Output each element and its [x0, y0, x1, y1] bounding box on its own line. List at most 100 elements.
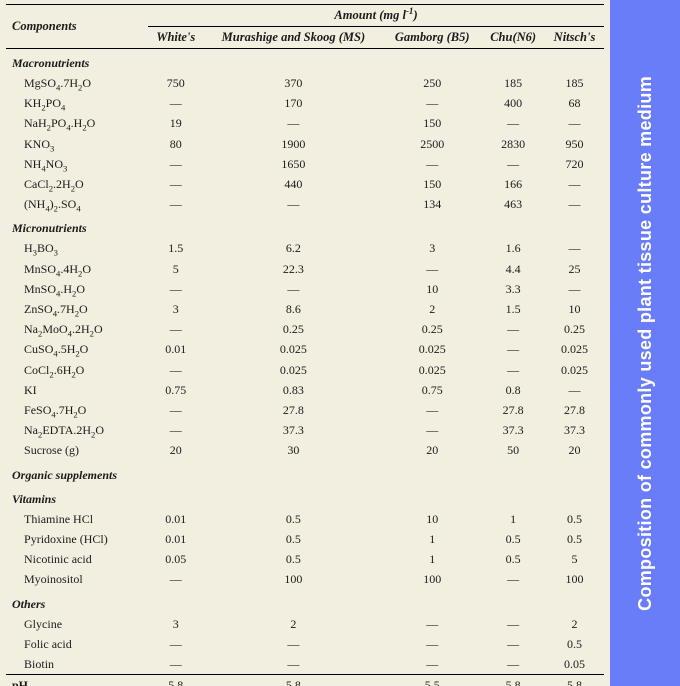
value-cell: —: [481, 360, 545, 380]
value-cell: —: [481, 339, 545, 359]
table-body: MacronutrientsMgSO4.7H2O750370250185185K…: [6, 48, 604, 686]
value-cell: 80: [148, 134, 204, 154]
value-cell: 0.5: [545, 634, 604, 654]
table-container: Components Amount (mg l-1) White's Muras…: [0, 0, 610, 686]
value-cell: 0.025: [383, 339, 481, 359]
value-cell: —: [481, 113, 545, 133]
composition-table: Components Amount (mg l-1) White's Muras…: [6, 4, 604, 686]
table-row: KH2PO4—170—40068: [6, 93, 604, 113]
value-cell: —: [545, 279, 604, 299]
value-cell: 100: [545, 569, 604, 589]
col-white: White's: [148, 26, 204, 48]
component-name: H3BO3: [6, 238, 148, 258]
component-name: KI: [6, 380, 148, 400]
value-cell: 0.01: [148, 339, 204, 359]
value-cell: —: [383, 93, 481, 113]
table-row: Thiamine HCl0.010.51010.5: [6, 509, 604, 529]
table-row: NH4NO3—1650——720: [6, 154, 604, 174]
value-cell: 134: [383, 194, 481, 214]
value-cell: 400: [481, 93, 545, 113]
value-cell: —: [545, 194, 604, 214]
value-cell: 170: [204, 93, 384, 113]
ph-row: pH5.85.85.55.85.8: [6, 675, 604, 686]
value-cell: 150: [383, 113, 481, 133]
value-cell: —: [383, 400, 481, 420]
value-cell: —: [148, 279, 204, 299]
value-cell: 1.5: [481, 299, 545, 319]
value-cell: 150: [383, 174, 481, 194]
component-name: Folic acid: [6, 634, 148, 654]
value-cell: —: [481, 569, 545, 589]
value-cell: 1: [383, 549, 481, 569]
value-cell: —: [545, 174, 604, 194]
value-cell: —: [481, 654, 545, 675]
table-row: Na2EDTA.2H2O—37.3—37.337.3: [6, 420, 604, 440]
table-row: KNO380190025002830950: [6, 134, 604, 154]
value-cell: 0.05: [148, 549, 204, 569]
value-cell: —: [545, 380, 604, 400]
table-row: Folic acid————0.5: [6, 634, 604, 654]
value-cell: —: [545, 238, 604, 258]
value-cell: 0.5: [481, 529, 545, 549]
component-name: Nicotinic acid: [6, 549, 148, 569]
table-row: MgSO4.7H2O750370250185185: [6, 73, 604, 93]
value-cell: 27.8: [204, 400, 384, 420]
value-cell: 0.025: [545, 339, 604, 359]
value-cell: —: [204, 654, 384, 675]
page: { "sidebar_title": "Composition of commo…: [0, 0, 680, 686]
value-cell: 5.5: [383, 675, 481, 686]
component-name: KH2PO4: [6, 93, 148, 113]
component-name: CaCl2.2H2O: [6, 174, 148, 194]
value-cell: 22.3: [204, 259, 384, 279]
value-cell: 5.8: [204, 675, 384, 686]
value-cell: 2: [204, 614, 384, 634]
component-name: CuSO4.5H2O: [6, 339, 148, 359]
table-row: CaCl2.2H2O—440150166—: [6, 174, 604, 194]
value-cell: 185: [545, 73, 604, 93]
component-name: CoCl2.6H2O: [6, 360, 148, 380]
value-cell: 30: [204, 440, 384, 460]
value-cell: 0.83: [204, 380, 384, 400]
component-name: KNO3: [6, 134, 148, 154]
component-name: Biotin: [6, 654, 148, 675]
header-amount: Amount (mg l-1): [148, 5, 604, 27]
value-cell: 1900: [204, 134, 384, 154]
component-name: MnSO4.4H2O: [6, 259, 148, 279]
value-cell: 100: [383, 569, 481, 589]
value-cell: 440: [204, 174, 384, 194]
value-cell: 0.25: [545, 319, 604, 339]
component-name: Pyridoxine (HCl): [6, 529, 148, 549]
value-cell: —: [148, 654, 204, 675]
col-ms: Murashige and Skoog (MS): [204, 26, 384, 48]
value-cell: —: [148, 420, 204, 440]
value-cell: —: [148, 360, 204, 380]
value-cell: 1.6: [481, 238, 545, 258]
value-cell: —: [148, 174, 204, 194]
value-cell: —: [383, 259, 481, 279]
value-cell: 720: [545, 154, 604, 174]
value-cell: 0.25: [204, 319, 384, 339]
value-cell: 50: [481, 440, 545, 460]
col-n6: Chu(N6): [481, 26, 545, 48]
value-cell: 185: [481, 73, 545, 93]
component-name: Na2MoO4.2H2O: [6, 319, 148, 339]
value-cell: —: [383, 634, 481, 654]
value-cell: 2500: [383, 134, 481, 154]
table-row: Myoinositol—100100—100: [6, 569, 604, 589]
value-cell: 27.8: [545, 400, 604, 420]
col-b5: Gamborg (B5): [383, 26, 481, 48]
table-row: NaH2PO4.H2O19—150——: [6, 113, 604, 133]
section-header: Others: [6, 590, 604, 614]
value-cell: 0.025: [204, 360, 384, 380]
value-cell: —: [481, 614, 545, 634]
section-header: Vitamins: [6, 485, 604, 509]
value-cell: 0.5: [204, 549, 384, 569]
value-cell: —: [204, 113, 384, 133]
value-cell: —: [148, 400, 204, 420]
value-cell: 20: [383, 440, 481, 460]
value-cell: 750: [148, 73, 204, 93]
component-name: MnSO4.H2O: [6, 279, 148, 299]
value-cell: 950: [545, 134, 604, 154]
value-cell: —: [148, 319, 204, 339]
value-cell: 5.8: [481, 675, 545, 686]
